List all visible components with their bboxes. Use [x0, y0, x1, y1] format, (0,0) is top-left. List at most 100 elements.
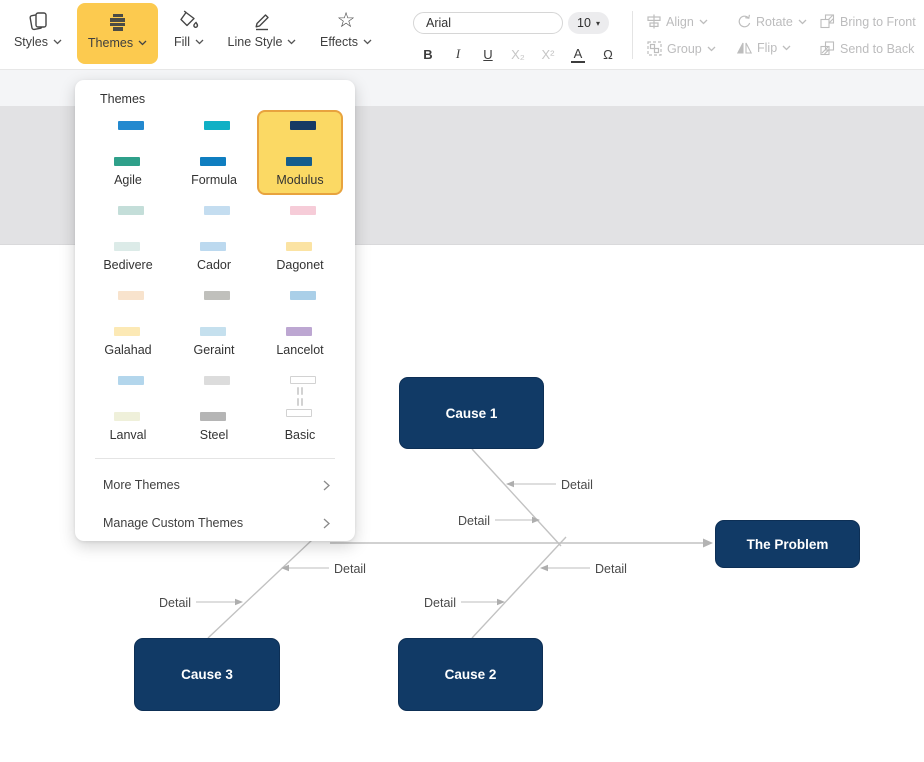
theme-preview-icon [106, 121, 150, 166]
detail-arrowhead [235, 598, 243, 606]
shape-the-problem[interactable]: The Problem [715, 520, 860, 568]
chevron-down-icon [699, 19, 708, 24]
effects-label: Effects [320, 35, 358, 49]
theme-preview-icon [192, 291, 236, 336]
detail-label[interactable]: Detail [458, 514, 490, 528]
chevron-down-icon [363, 39, 372, 45]
line-style-label: Line Style [227, 35, 283, 49]
special-characters-button[interactable]: Ω [603, 46, 613, 62]
panel-divider [95, 458, 335, 459]
theme-preview-icon [192, 206, 236, 251]
align-icon [647, 14, 661, 29]
subscript-button: X₂ [511, 46, 525, 62]
chevron-down-icon [707, 46, 716, 51]
caret-down-icon: ▾ [595, 18, 600, 28]
paint-bucket-icon [178, 7, 201, 35]
send-to-back-icon [820, 41, 835, 56]
fill-label: Fill [174, 35, 190, 49]
rotate-icon [738, 14, 751, 28]
shape-cause-1[interactable]: Cause 1 [399, 377, 544, 449]
chevron-down-icon [798, 19, 807, 24]
chevron-down-icon [287, 39, 296, 45]
theme-tile-geraint[interactable]: Geraint [171, 280, 257, 365]
theme-tile-lancelot[interactable]: Lancelot [257, 280, 343, 365]
pencil-icon [251, 7, 273, 35]
theme-tile-basic[interactable]: Basic [257, 365, 343, 450]
font-size-dropdown[interactable]: 10 ▾ [568, 12, 609, 34]
theme-tile-formula[interactable]: Formula [171, 110, 257, 195]
theme-tile-dagonet[interactable]: Dagonet [257, 195, 343, 280]
detail-arrowhead [497, 598, 505, 606]
detail-label[interactable]: Detail [424, 596, 456, 610]
themes-label: Themes [87, 36, 134, 50]
text-format-row: B I U X₂ X² A Ω [413, 44, 623, 64]
shape-cause-3[interactable]: Cause 3 [134, 638, 280, 711]
theme-preview-icon [278, 291, 322, 336]
chevron-right-icon [323, 480, 330, 490]
superscript-button: X² [541, 46, 555, 62]
theme-preview-icon [106, 376, 150, 421]
cause1-bone [471, 448, 562, 547]
themes-button[interactable]: Themes [77, 3, 158, 64]
detail-label[interactable]: Detail [561, 478, 593, 492]
group-icon [647, 41, 662, 56]
send-to-back-button: Send to Back [820, 41, 914, 56]
theme-preview-icon [192, 121, 236, 166]
flip-button: Flip [737, 41, 791, 55]
flip-icon [737, 42, 752, 54]
font-size-value: 10 [577, 16, 591, 30]
theme-tile-galahad[interactable]: Galahad [85, 280, 171, 365]
fill-button[interactable]: Fill [163, 7, 215, 49]
themes-panel: Themes Agile Formula Modulus Bedivere Ca… [75, 80, 355, 541]
manage-custom-themes-item[interactable]: Manage Custom Themes [75, 506, 355, 540]
theme-preview-icon [192, 376, 236, 421]
theme-tile-modulus[interactable]: Modulus [257, 110, 343, 195]
theme-preview-icon [278, 376, 322, 421]
shape-cause-2[interactable]: Cause 2 [398, 638, 543, 711]
font-family-input[interactable] [413, 12, 563, 34]
bold-button[interactable]: B [423, 46, 433, 62]
theme-tile-lanval[interactable]: Lanval [85, 365, 171, 450]
chevron-down-icon [138, 40, 147, 46]
detail-arrowhead [506, 480, 514, 488]
toolbar: Styles Themes Fill [0, 0, 924, 70]
spine-arrowhead [703, 538, 713, 548]
styles-label: Styles [13, 35, 49, 49]
theme-tile-steel[interactable]: Steel [171, 365, 257, 450]
detail-label[interactable]: Detail [159, 596, 191, 610]
theme-preview-icon [106, 291, 150, 336]
underline-button[interactable]: U [483, 46, 493, 62]
more-themes-item[interactable]: More Themes [75, 468, 355, 502]
theme-tile-bedivere[interactable]: Bedivere [85, 195, 171, 280]
styles-button[interactable]: Styles [10, 7, 66, 49]
theme-grid: Agile Formula Modulus Bedivere Cador Dag… [85, 110, 343, 450]
detail-label[interactable]: Detail [334, 562, 366, 576]
theme-tile-cador[interactable]: Cador [171, 195, 257, 280]
italic-button[interactable]: I [455, 46, 461, 61]
cause3-bone [207, 539, 313, 639]
theme-preview-icon [278, 121, 322, 166]
detail-arrowhead [532, 516, 540, 524]
effects-button[interactable]: ☆ Effects [311, 7, 381, 49]
theme-preview-icon [106, 206, 150, 251]
detail-arrowhead [281, 564, 289, 572]
bring-to-front-icon [820, 14, 835, 29]
chevron-down-icon [53, 39, 62, 45]
toolbar-divider [632, 11, 633, 59]
styles-icon [27, 7, 49, 35]
group-button: Group [647, 41, 716, 56]
star-icon: ☆ [336, 9, 356, 32]
theme-preview-icon [278, 206, 322, 251]
chevron-down-icon [195, 39, 204, 45]
bring-to-front-button: Bring to Front [820, 14, 916, 29]
detail-label[interactable]: Detail [595, 562, 627, 576]
themes-panel-title: Themes [100, 92, 146, 106]
align-button: Align [647, 14, 708, 29]
text-color-button[interactable]: A [571, 46, 585, 63]
cause2-bone [471, 536, 567, 639]
themes-icon [110, 8, 125, 36]
line-style-button[interactable]: Line Style [221, 7, 303, 49]
theme-tile-agile[interactable]: Agile [85, 110, 171, 195]
chevron-right-icon [323, 518, 330, 528]
